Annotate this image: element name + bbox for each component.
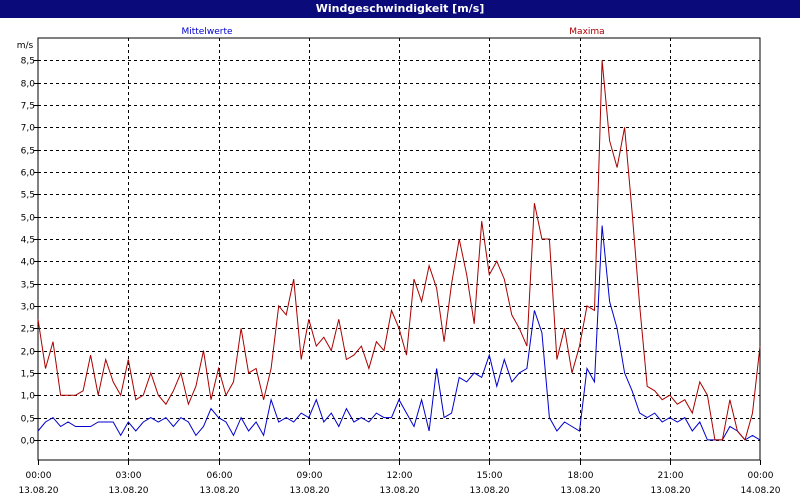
axes: 0,0 0,5 1,0 1,5 2,0 2,5 3,0 3,5 4,0 4,5 5,0 5,5 6,0 6… [17,41,781,496]
grid [38,38,760,460]
y-tick-label: 4,5 [21,236,35,246]
y-tick-label: 0,0 [21,437,36,447]
x-tick-date-label: 13.08.20 [108,486,148,496]
x-tick-time-label: 00:00 [748,471,774,481]
mittelwerte-series-label: Mittelwerte [181,27,232,37]
x-tick-time-label: 18:00 [568,471,594,481]
y-tick-label: 4,0 [21,258,36,268]
y-tick-label: 6,5 [21,147,35,157]
y-tick-label: 2,0 [21,348,36,358]
x-tick-time-label: 12:00 [387,471,413,481]
y-tick-label: 3,0 [21,303,36,313]
x-tick-date-label: 13.08.20 [379,486,419,496]
maxima-series-line [37,60,761,441]
x-tick-date-label: 13.08.20 [289,486,329,496]
x-tick-time-label: 00:00 [26,471,52,481]
chart-title-bar: Windgeschwindigkeit [m/s] [0,0,800,18]
y-tick-label: 2,5 [21,325,35,335]
x-tick-date-label: 13.08.20 [199,486,239,496]
y-tick-label: 5,5 [21,191,35,201]
x-tick-date-label: 13.08.20 [469,486,509,496]
x-tick-date-label: 13.08.20 [560,486,600,496]
x-tick-time-label: 09:00 [297,471,323,481]
y-tick-label: 7,0 [21,124,36,134]
y-tick-label: 3,5 [21,281,35,291]
x-tick-time-label: 03:00 [116,471,142,481]
x-tick-date-label: 13.08.20 [650,486,690,496]
chart-title: Windgeschwindigkeit [m/s] [315,2,485,15]
x-tick-time-label: 21:00 [658,471,684,481]
x-tick-date-label: 14.08.20 [740,486,780,496]
y-tick-label: 6,0 [21,169,36,179]
maxima-series-label: Maxima [569,27,604,37]
series-labels: Mittelwerte Maxima [181,27,604,37]
x-tick-time-label: 15:00 [477,471,503,481]
y-tick-label: 5,0 [21,214,36,224]
y-tick-label: 8,0 [21,80,36,90]
y-tick-label: 8,5 [21,57,35,67]
series-lines [37,60,761,441]
y-axis-label: m/s [17,41,34,51]
x-tick-time-label: 06:00 [207,471,233,481]
y-tick-label: 0,5 [21,415,35,425]
y-tick-label: 1,0 [21,392,36,402]
x-tick-date-label: 13.08.20 [18,486,58,496]
y-tick-label: 1,5 [21,370,35,380]
y-tick-label: 7,5 [21,102,35,112]
mittelwerte-series-line [37,225,761,441]
